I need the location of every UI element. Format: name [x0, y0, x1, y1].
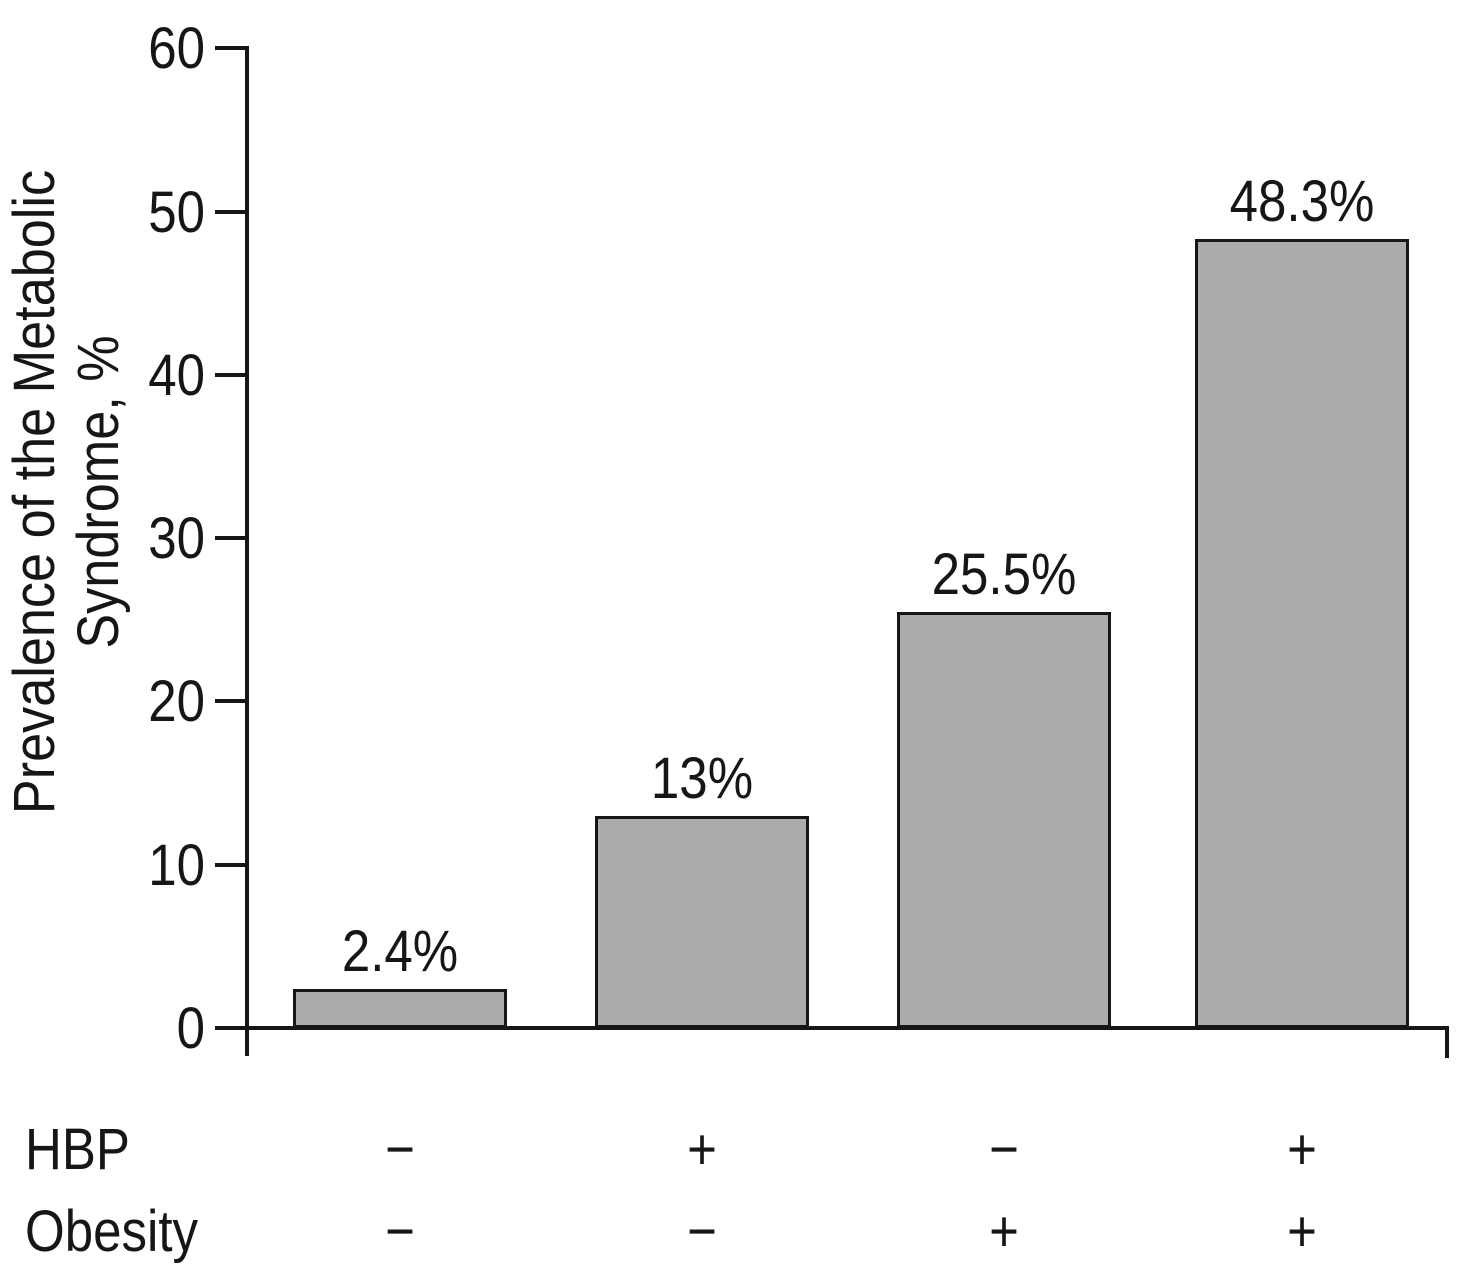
hbp-sign: −: [989, 1117, 1019, 1182]
bar-value-label: 48.3%: [1229, 169, 1375, 234]
x-axis-end-tick: [1445, 1026, 1449, 1058]
y-tick-label: 10: [148, 832, 205, 898]
bar-value-label: 13%: [650, 746, 754, 811]
y-axis-line: [245, 46, 249, 1056]
obesity-sign: +: [989, 1199, 1019, 1264]
hbp-sign: +: [1287, 1117, 1317, 1182]
hbp-row-label: HBP: [25, 1117, 130, 1182]
bar: [293, 989, 507, 1028]
y-tick: [215, 699, 245, 704]
bar-value-label: 25.5%: [931, 542, 1077, 607]
bar: [1195, 239, 1409, 1028]
y-tick-label: 20: [148, 669, 205, 735]
y-axis-title-line1: Prevalence of the Metabolic: [2, 169, 67, 815]
bar-value-label: 2.4%: [341, 919, 459, 984]
obesity-row-label: Obesity: [25, 1199, 199, 1264]
y-tick-label: 50: [148, 179, 205, 245]
y-tick-label: 60: [148, 16, 205, 82]
bar: [897, 612, 1111, 1028]
x-axis-line: [245, 1026, 1449, 1030]
obesity-sign: −: [687, 1199, 717, 1264]
hbp-sign: −: [385, 1117, 415, 1182]
y-tick-label: 40: [148, 342, 205, 408]
y-tick: [215, 862, 245, 867]
y-tick: [215, 372, 245, 377]
obesity-sign: +: [1287, 1199, 1317, 1264]
y-tick: [215, 1026, 245, 1030]
obesity-sign: −: [385, 1199, 415, 1264]
y-tick-label: 0: [176, 996, 205, 1061]
y-tick: [215, 209, 245, 214]
bar: [595, 816, 809, 1028]
y-tick: [215, 536, 245, 541]
y-tick-label: 30: [148, 506, 205, 572]
y-tick: [215, 46, 245, 51]
hbp-sign: +: [687, 1117, 717, 1182]
